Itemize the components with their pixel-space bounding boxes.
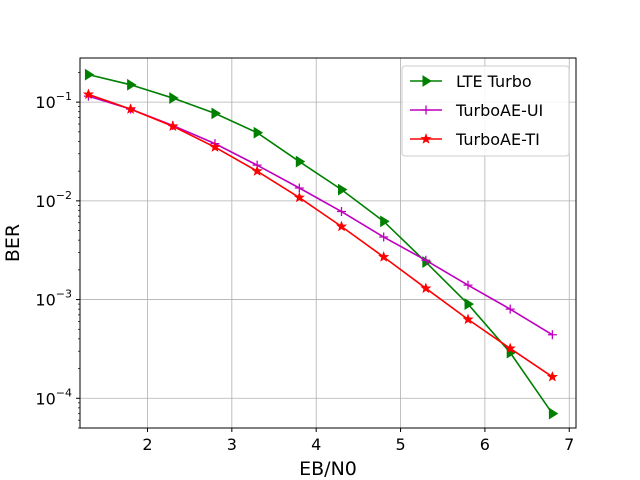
data-point bbox=[463, 280, 473, 290]
ticks: 2 3 4 5 6 7 10−4 10−3 10−2 10−1 bbox=[35, 72, 574, 454]
data-point bbox=[378, 251, 390, 262]
data-point bbox=[251, 165, 263, 176]
data-point bbox=[167, 120, 179, 131]
y-tick-label: 10−3 bbox=[35, 288, 72, 310]
data-point bbox=[505, 304, 515, 314]
plot-frame bbox=[79, 57, 577, 429]
data-point bbox=[464, 298, 474, 310]
data-point bbox=[295, 155, 306, 168]
series-line bbox=[88, 93, 553, 378]
data-point bbox=[211, 107, 221, 120]
legend-label: TurboAE-UI bbox=[455, 101, 543, 120]
data-point bbox=[169, 92, 179, 104]
legend-label: TurboAE-TI bbox=[455, 130, 540, 149]
data-point bbox=[209, 141, 221, 152]
data-point bbox=[548, 407, 559, 420]
series-line bbox=[88, 73, 554, 415]
x-axis-label: EB/N0 bbox=[299, 458, 357, 480]
x-tick-label: 2 bbox=[142, 435, 152, 454]
data-point bbox=[293, 191, 305, 203]
data-point bbox=[337, 183, 348, 196]
data-point bbox=[462, 313, 474, 325]
y-axis-label: BER bbox=[2, 224, 24, 262]
y-tick-label: 10−4 bbox=[35, 386, 72, 408]
legend-box bbox=[401, 65, 570, 157]
data-point bbox=[82, 88, 95, 100]
y-tick-label: 10−2 bbox=[35, 189, 72, 211]
data-point bbox=[125, 103, 137, 114]
data-point bbox=[421, 255, 431, 265]
data-point bbox=[546, 370, 558, 382]
series-layer bbox=[82, 68, 559, 420]
legend-marker bbox=[421, 105, 431, 115]
data-point bbox=[336, 207, 346, 217]
legend-item: TurboAE-TI bbox=[410, 130, 540, 149]
legend-label: LTE Turbo bbox=[456, 72, 532, 91]
y-tick-label: 10−1 bbox=[35, 90, 72, 112]
series-lte-turbo bbox=[84, 68, 559, 420]
x-tick-label: 4 bbox=[311, 435, 321, 454]
legend-marker bbox=[420, 133, 432, 144]
data-point bbox=[420, 282, 432, 294]
data-point bbox=[379, 232, 389, 242]
data-point bbox=[335, 220, 348, 232]
data-point bbox=[84, 68, 95, 81]
x-tick-label: 6 bbox=[480, 435, 490, 454]
legend-marker bbox=[422, 75, 432, 87]
series-turboae-ti bbox=[82, 88, 558, 382]
data-point bbox=[294, 183, 304, 193]
data-point bbox=[504, 342, 516, 354]
legend-item: LTE Turbo bbox=[410, 72, 532, 91]
data-point bbox=[253, 126, 264, 139]
x-tick-label: 7 bbox=[564, 435, 574, 454]
legend: LTE Turbo TurboAE-UI TurboAE-TI bbox=[401, 65, 570, 157]
data-point bbox=[547, 330, 557, 340]
data-point bbox=[380, 215, 390, 228]
legend-item: TurboAE-UI bbox=[410, 101, 543, 120]
x-tick-label: 5 bbox=[395, 435, 405, 454]
data-point bbox=[127, 78, 137, 91]
x-tick-label: 3 bbox=[227, 435, 237, 454]
